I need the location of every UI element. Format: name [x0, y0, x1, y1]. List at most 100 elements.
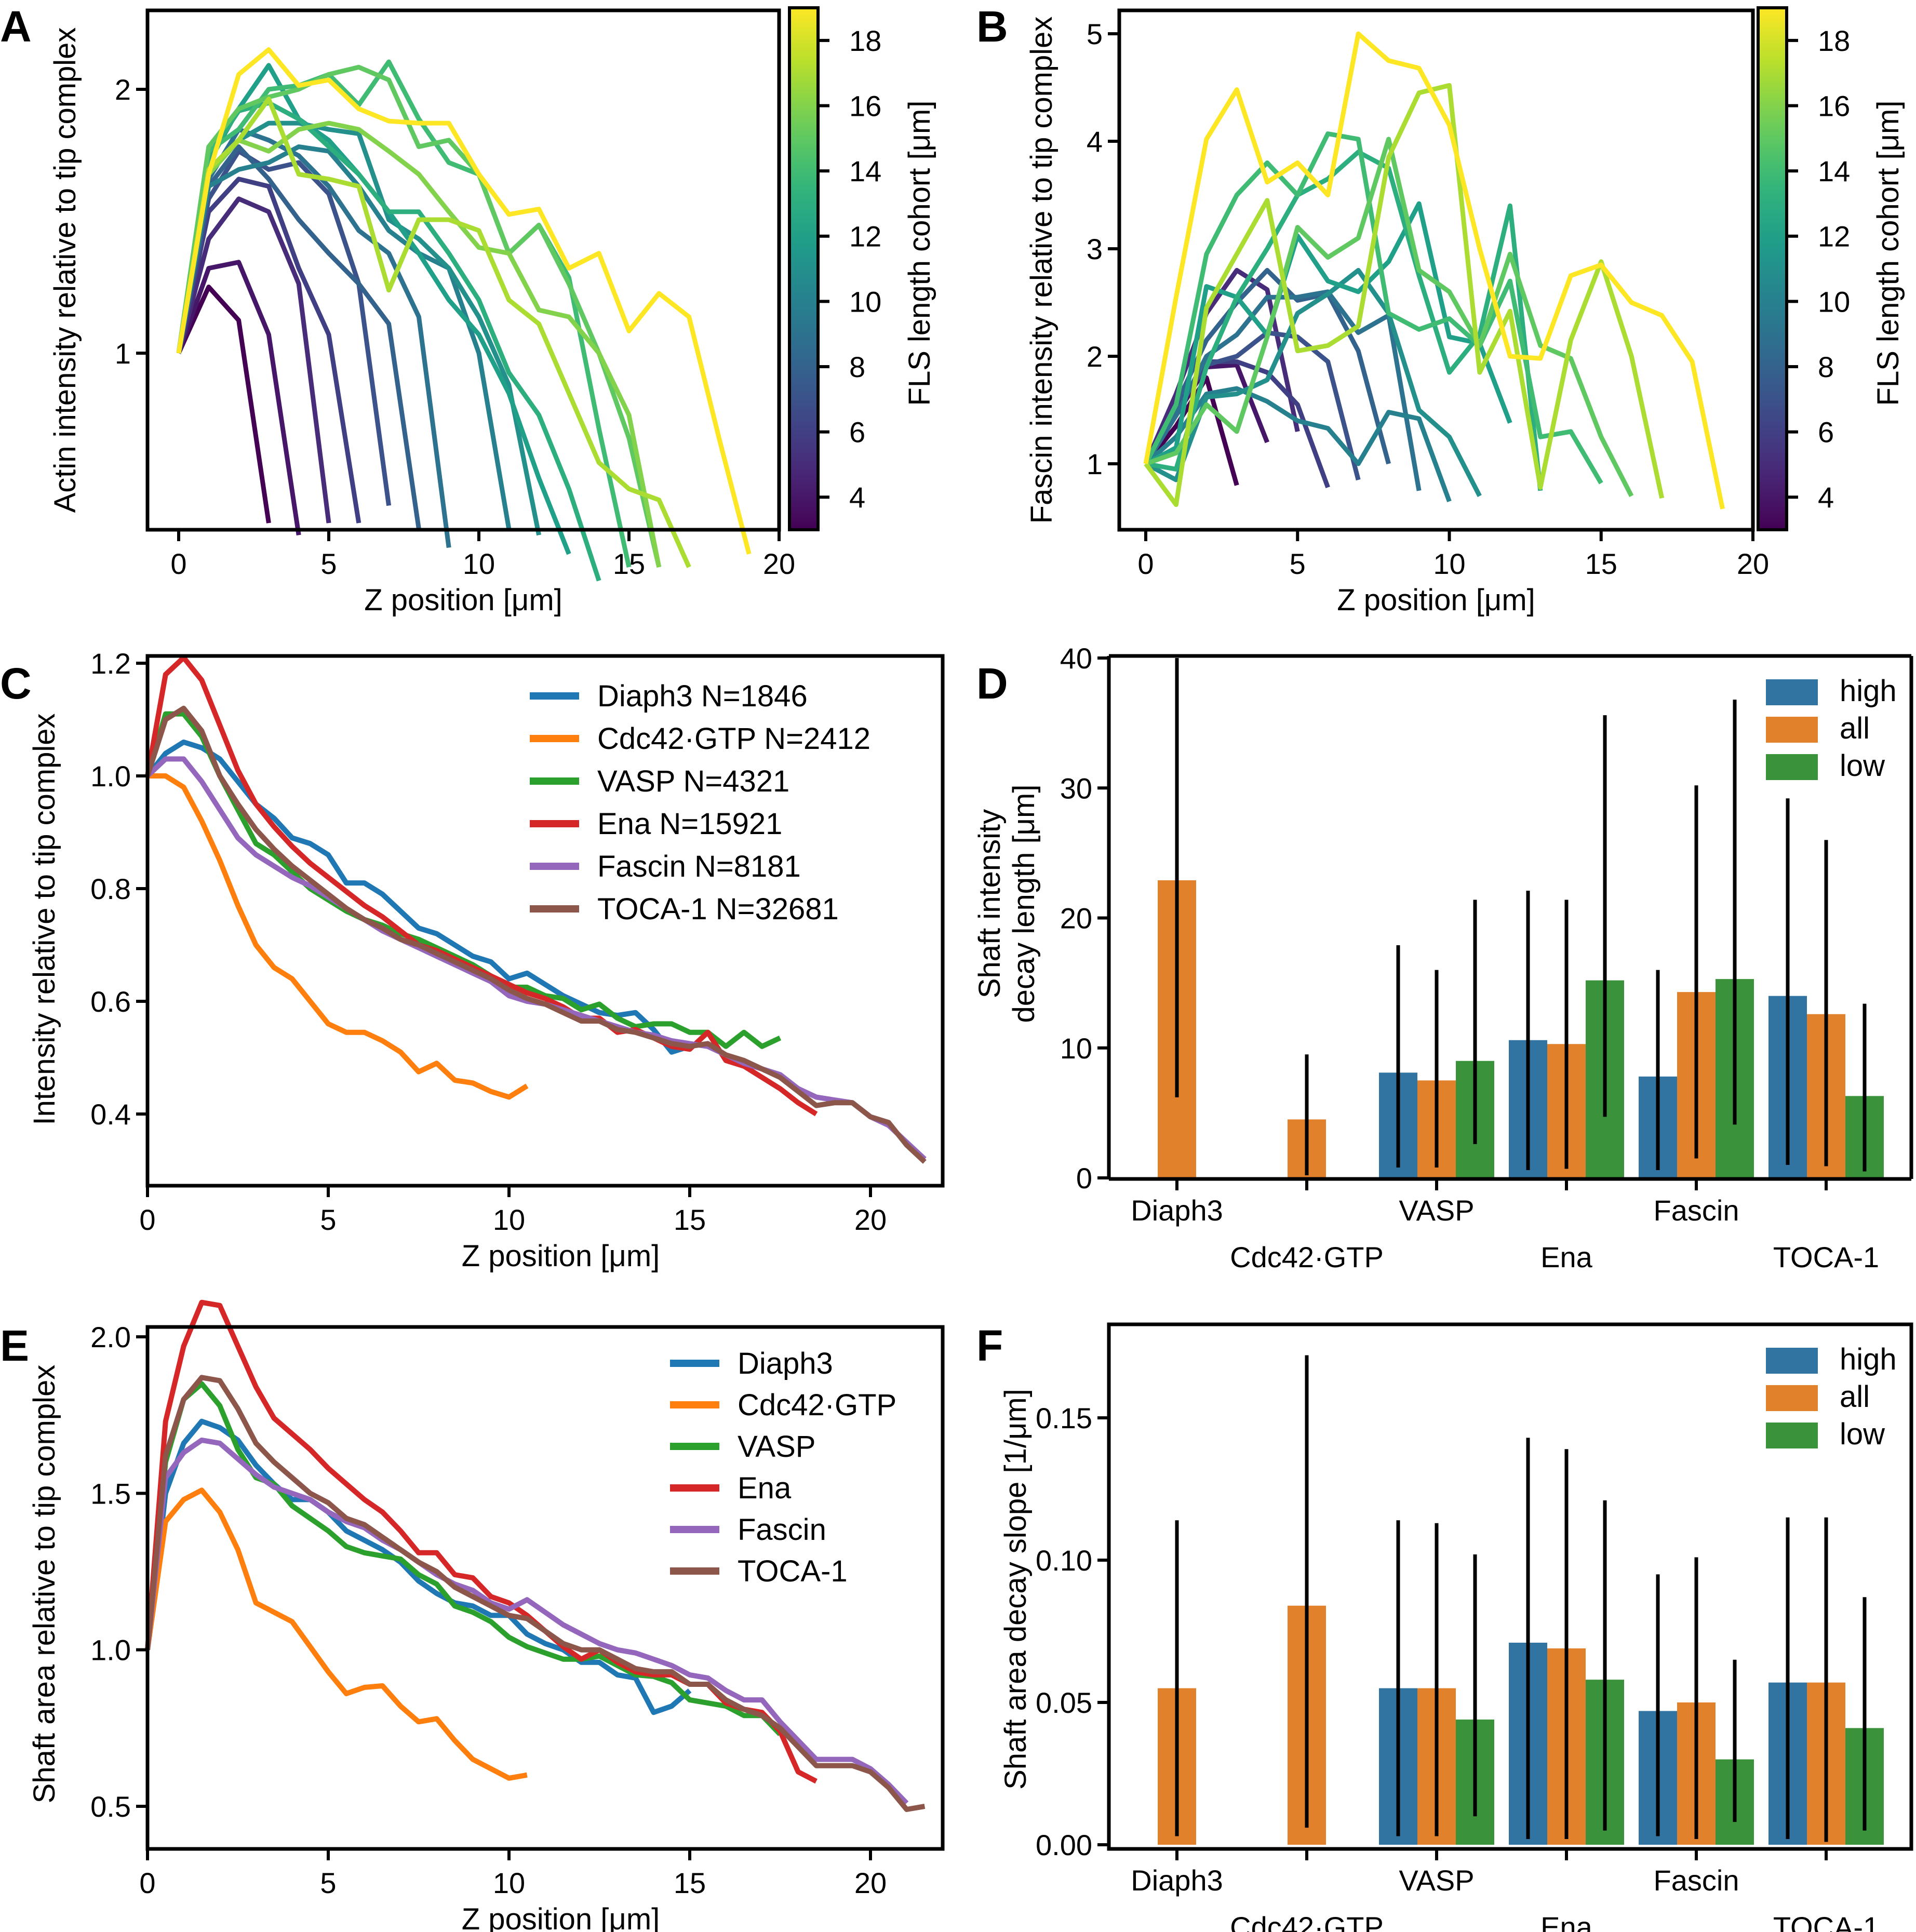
x-tick-label: 5 [320, 547, 337, 580]
series-line [1144, 201, 1512, 466]
legend-entry: Diaph3 N=1846 [597, 679, 808, 713]
x-tick-label: 15 [613, 547, 645, 580]
x-tick-label: 10 [493, 1203, 525, 1236]
y-tick-label: 4 [1087, 125, 1103, 158]
y-tick-label: 1 [1087, 448, 1103, 480]
x-tick-label: 0 [139, 1867, 155, 1899]
colorbar-tick-label: 16 [849, 89, 881, 122]
colorbar-tick-label: 18 [849, 24, 881, 57]
colorbar-tick-label: 18 [1818, 24, 1850, 57]
legend-swatch [1766, 1423, 1818, 1448]
x-axis-label: Z position [μm] [462, 1902, 660, 1932]
y-tick-label: 20 [1060, 902, 1092, 935]
colorbar-tick-label: 10 [1818, 285, 1850, 318]
legend-entry: Diaph3 [738, 1347, 833, 1380]
colorbar-tick-label: 16 [1818, 89, 1850, 122]
panel-label: F [976, 1321, 1003, 1370]
category-label: Fascin [1654, 1864, 1739, 1897]
colorbar-tick-label: 8 [849, 351, 865, 383]
legend-entry: all [1840, 1380, 1870, 1414]
series-line [176, 100, 601, 582]
y-axis-label: Shaft intensity [973, 809, 1007, 998]
y-axis-label: Shaft area decay slope [1/μm] [999, 1389, 1033, 1790]
series-line [145, 739, 691, 1055]
series-line [176, 64, 662, 568]
x-tick-label: 15 [1585, 547, 1617, 580]
plot-frame [1117, 8, 1755, 532]
legend-entry: Cdc42·GTP N=2412 [597, 722, 870, 756]
legend-swatch [1766, 679, 1818, 705]
y-axis-label: Actin intensity relative to tip complex [48, 28, 82, 513]
x-tick-label: 15 [674, 1867, 706, 1899]
legend-entry: high [1840, 1343, 1897, 1376]
category-label: VASP [1399, 1864, 1474, 1897]
y-tick-label: 5 [1087, 18, 1103, 50]
y-tick-label: 0.8 [90, 873, 131, 905]
series-line [1145, 137, 1634, 498]
legend-entry: low [1840, 1417, 1885, 1451]
series-line [1144, 289, 1422, 491]
y-axis-label: Intensity relative to tip complex [28, 713, 61, 1125]
y-tick-label: 1 [115, 337, 131, 370]
colorbar [1757, 6, 1788, 531]
series-line [176, 97, 691, 568]
series-line [145, 1375, 926, 1812]
y-tick-label: 0.00 [1036, 1829, 1092, 1861]
series-line [176, 144, 512, 530]
x-tick-label: 20 [763, 547, 795, 580]
y-tick-label: 0.6 [90, 985, 131, 1018]
legend-entry: Ena [738, 1471, 792, 1505]
legend-entry: Fascin N=8181 [597, 850, 801, 883]
legend-entry: low [1840, 749, 1885, 783]
plot-frame [1107, 1322, 1913, 1851]
y-tick-label: 1.2 [90, 647, 131, 680]
legend-swatch [1766, 717, 1818, 743]
series-line [176, 260, 301, 535]
x-tick-label: 10 [1433, 547, 1465, 580]
x-tick-label: 15 [674, 1203, 706, 1236]
series-line [145, 1299, 818, 1784]
category-label: Ena [1540, 1911, 1592, 1932]
plot-frame [145, 1325, 945, 1851]
series-line [145, 1418, 692, 1715]
y-tick-label: 1.0 [90, 1634, 131, 1667]
y-tick-label: 3 [1087, 233, 1103, 265]
category-label: Diaph3 [1131, 1864, 1223, 1897]
category-label: TOCA-1 [1773, 1911, 1879, 1932]
category-label: TOCA-1 [1773, 1241, 1879, 1273]
y-tick-label: 0 [1076, 1162, 1092, 1195]
y-tick-label: 0.4 [90, 1098, 131, 1131]
y-tick-label: 2 [115, 73, 131, 106]
panel-f-decay-slope-bars: Diaph3 Cdc42·GTP VASP Ena Fascin TOCA-1 high al… [976, 1321, 1913, 1932]
y-tick-label: 2.0 [90, 1321, 131, 1353]
panel-label: E [0, 1321, 29, 1370]
x-tick-label: 0 [139, 1203, 155, 1236]
series-line [145, 1487, 528, 1781]
x-tick-label: 10 [463, 547, 495, 580]
y-axis-label: Shaft area relative to tip complex [28, 1365, 61, 1804]
colorbar-tick-label: 4 [849, 481, 865, 514]
series-line [1144, 83, 1665, 507]
legend-entry: Ena N=15921 [597, 807, 782, 841]
series-line [1143, 31, 1725, 509]
y-tick-label: 1.0 [90, 760, 131, 793]
category-label: Diaph3 [1131, 1194, 1223, 1227]
category-label: Cdc42·GTP [1230, 1911, 1384, 1932]
panel-label: B [976, 2, 1008, 51]
colorbar-tick-label: 4 [1818, 481, 1834, 514]
y-tick-label: 1.5 [90, 1477, 131, 1510]
colorbar-tick-label: 10 [849, 285, 881, 318]
y-tick-label: 2 [1087, 340, 1103, 373]
series-line [145, 1437, 909, 1805]
x-axis-label: Z position [μm] [1337, 583, 1535, 617]
panel-e-shaft-area-profiles: 0 5 10 15 20 Z position [μm] 0.5 1.0 1.5 2.0 Shaft… [0, 1299, 945, 1932]
x-axis-label: Z position [μm] [462, 1239, 660, 1273]
category-label: Ena [1540, 1241, 1592, 1273]
x-tick-label: 10 [493, 1867, 525, 1899]
series-line [145, 705, 927, 1164]
y-tick-label: 10 [1060, 1032, 1092, 1065]
x-tick-label: 5 [1290, 547, 1306, 580]
series-line [176, 127, 451, 548]
